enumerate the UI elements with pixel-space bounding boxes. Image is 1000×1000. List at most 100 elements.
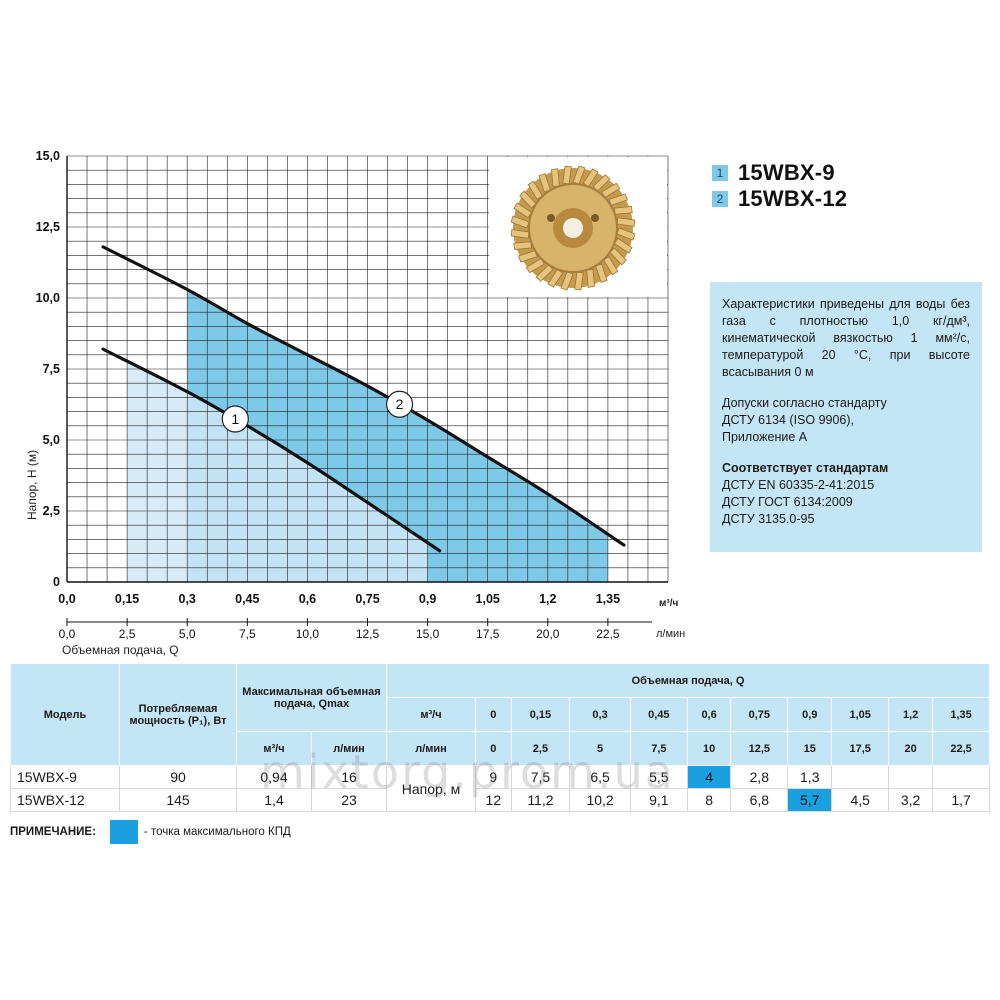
chart-grid [66,155,669,583]
qmax-lmin-cell: 16 [311,765,387,789]
head-cell: 8 [686,788,732,812]
qmax-unit-lmin: л/мин [311,731,387,766]
header-power: Потребляемая мощность (P₁), Вт [119,663,237,766]
note: ПРИМЕЧАНИЕ: - точка максимального КПД [10,820,291,844]
legend-num: 1 [712,165,728,181]
legend-model-name: 15WBX-9 [738,160,835,185]
flow-col-m3h: 0 [475,697,512,732]
head-cell: 1,7 [932,788,990,812]
head-cell: 4,5 [831,788,890,812]
y-tick-label: 2,5 [43,504,60,518]
flow-col-lmin: 17,5 [831,731,890,766]
flow-col-m3h: 0,75 [730,697,789,732]
y-tick-label: 12,5 [36,220,60,234]
qmax-m3h-cell: 1,4 [236,788,312,812]
pump-curve-chart: 12 02,55,07,510,012,515,00,00,00,152,50,… [25,149,685,657]
flow-col-lmin: 10 [686,731,732,766]
head-cell: 9,1 [629,788,688,812]
flow-col-m3h: 0,9 [787,697,833,732]
efficiency-zone-1 [127,361,428,582]
efficiency-zones [127,289,608,582]
curve-series-1 [101,347,442,553]
max-efficiency-swatch [109,820,138,844]
head-cell: 2,8 [730,765,789,789]
power-cell: 145 [119,788,237,812]
head-cell: 6,8 [730,788,789,812]
x-tick-label-secondary: 7,5 [239,627,256,641]
header-qmax: Максимальная объемная подача, Qmax [236,663,387,732]
x-axis-label: Объемная подача, Q [62,643,179,657]
flow-col-m3h: 0,6 [686,697,732,732]
legend-num: 2 [712,191,728,207]
y-tick-label: 5,0 [43,433,60,447]
legend-item-1: 1 15WBX-9 [712,160,835,186]
curve-label-circle [385,390,414,418]
flow-col-lmin: 5 [569,731,631,766]
head-label-cell: Напор, м [386,765,476,812]
head-cell: 3,2 [888,788,934,812]
impeller-photo [489,157,667,297]
flow-col-lmin: 15 [787,731,833,766]
qmax-m3h-cell: 0,94 [236,765,312,789]
x-unit-secondary: л/мин [656,628,685,640]
x-tick-label: 0,6 [299,592,316,606]
x-tick-label-secondary: 17,5 [476,627,500,641]
tolerance-text: Допуски согласно стандарту ДСТУ 6134 (IS… [722,396,887,444]
x-tick-label: 0,3 [179,592,196,606]
flow-col-lmin: 20 [888,731,934,766]
head-cell: 10,2 [569,788,631,812]
head-cell: 5,7 [787,788,833,812]
x-tick-label-secondary: 15,0 [416,627,440,641]
head-cell: 1,3 [787,765,833,789]
flow-col-lmin: 7,5 [629,731,688,766]
qmax-unit-m3h: м³/ч [236,731,312,766]
note-text: - точка максимального КПД [143,826,291,838]
flow-col-lmin: 2,5 [510,731,571,766]
x-tick-label: 0,75 [355,592,379,606]
flow-col-m3h: 0,15 [510,697,571,732]
head-cell: 12 [475,788,512,812]
axes: 0 2,5 5,0 7,5 10,0 12,5 15,0 0,0 0,0 0,15 2,5 0,3 5,… [36,149,668,641]
y-tick-label: 7,5 [43,362,60,376]
y-tick-label: 0 [53,575,60,589]
x-tick-label: 0,0 [58,592,75,606]
curve-label-circle [221,405,249,433]
x-tick-label-secondary: 12,5 [356,627,380,641]
header-model: Модель [10,663,120,766]
y-tick-label: 15,0 [36,149,60,163]
curves: 12 [101,245,626,553]
curve-series-2 [101,245,626,547]
x-tick-label-secondary: 10,0 [296,627,320,641]
x-tick-label: 0,45 [235,592,259,606]
qmax-lmin-cell: 23 [311,788,387,812]
head-cell [932,765,990,789]
x-tick-label-secondary: 20,0 [536,627,560,641]
note-label: ПРИМЕЧАНИЕ: [10,826,96,838]
legend-model-name: 15WBX-12 [738,186,848,211]
head-cell: 4 [686,765,732,789]
standards-title: Соответствует стандартам [722,461,889,475]
y-tick-label: 10,0 [36,291,60,305]
x-tick-label: 1,35 [596,592,620,606]
x-tick-label: 0,9 [419,592,436,606]
power-cell: 90 [119,765,237,789]
model-cell: 15WBX-9 [10,765,120,789]
table-row: 15WBX-12 145 1,4 23 12 11,2 10,2 9,1 8 6,8 5,7… [10,788,990,812]
flow-col-m3h: 1,35 [932,697,990,732]
head-cell: 11,2 [510,788,571,812]
head-cell: 7,5 [510,765,571,789]
flow-col-lmin: 22,5 [932,731,990,766]
flow-col-m3h: 1,2 [888,697,934,732]
x-tick-label: 1,2 [539,592,556,606]
flow-col-m3h: 0,45 [629,697,688,732]
flow-col-lmin: 0 [475,731,512,766]
legend-item-2: 2 15WBX-12 [712,186,847,212]
unit-lmin: л/мин [386,731,476,766]
flow-col-m3h: 1,05 [831,697,890,732]
flow-col-lmin: 12,5 [730,731,789,766]
conditions-text: Характеристики приведены для воды без га… [722,297,970,379]
standards-text: Соответствует стандартам ДСТУ EN 60335-2… [722,461,889,526]
curve-label: 1 [231,411,239,427]
x-tick-label-secondary: 0,0 [59,627,76,641]
model-cell: 15WBX-12 [10,788,120,812]
